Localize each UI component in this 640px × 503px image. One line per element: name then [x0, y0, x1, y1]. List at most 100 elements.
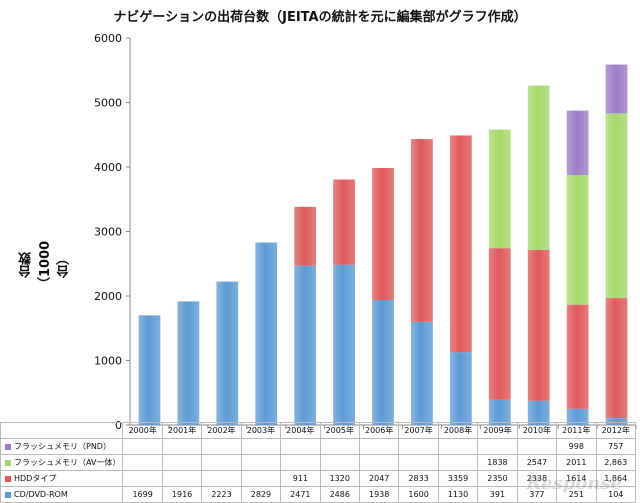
- data-label: [161, 454, 203, 471]
- y-tick-label: 3000: [94, 226, 122, 239]
- bar-HDDタイプ-2007年: [411, 139, 433, 322]
- data-label: [477, 438, 518, 455]
- x-tick-label: 2001年: [161, 422, 203, 439]
- data-label: [201, 454, 242, 471]
- data-label: 998: [556, 438, 597, 455]
- bar-フラッシュメモリ（AV一体）-2011年: [566, 174, 589, 305]
- data-label: [358, 438, 400, 455]
- bar-HDDタイプ-2012年: [605, 298, 628, 419]
- bar-CD/DVD-ROM-2010年: [527, 400, 550, 425]
- bar-フラッシュメモリ（AV一体）-2009年: [488, 129, 511, 249]
- data-label: 2486: [319, 486, 360, 503]
- data-label: [201, 438, 242, 455]
- data-label: 2,863: [595, 454, 636, 471]
- bar-HDDタイプ-2004年: [294, 206, 317, 266]
- legend-label: フラッシュメモリ（PND）: [14, 442, 111, 451]
- data-label: [201, 470, 242, 487]
- bar-CD/DVD-ROM-2011年: [566, 408, 589, 425]
- legend-entry: HDDタイプ: [0, 470, 124, 487]
- data-label: [280, 454, 321, 471]
- bar-フラッシュメモリ（AV一体）-2010年: [527, 85, 550, 250]
- legend-label: CD/DVD-ROM: [14, 490, 68, 499]
- y-tick-label: 2000: [94, 290, 122, 303]
- x-tick-label: 2000年: [122, 422, 163, 439]
- data-label: [240, 438, 282, 455]
- table-header-row: 2000年 2001年 2002年 2003年 2004年 2005年 2006年 2007年…: [0, 422, 636, 439]
- bar-CD/DVD-ROM-2004年: [294, 265, 317, 425]
- data-label: [122, 470, 163, 487]
- legend-swatch: [5, 459, 11, 466]
- chart-title: ナビゲーションの出荷台数（JEITAの統計を元に編集部がグラフ作成）: [113, 10, 527, 25]
- data-label: 2471: [280, 486, 321, 503]
- bar-CD/DVD-ROM-2000年: [138, 315, 161, 425]
- data-label: [398, 438, 439, 455]
- table-row: フラッシュメモリ（PND） 998 757: [0, 438, 636, 455]
- table-corner: [0, 422, 124, 439]
- legend-entry: フラッシュメモリ（PND）: [0, 438, 124, 455]
- data-label: 2833: [398, 470, 439, 487]
- data-label: [161, 470, 203, 487]
- legend-swatch: [5, 475, 11, 482]
- data-label: [240, 470, 282, 487]
- data-label: 1699: [122, 486, 163, 503]
- bar-CD/DVD-ROM-2002年: [216, 281, 239, 425]
- data-label: 2223: [201, 486, 242, 503]
- data-label: 1938: [358, 486, 400, 503]
- data-label: 2829: [240, 486, 282, 503]
- bar-CD/DVD-ROM-2009年: [488, 399, 511, 425]
- x-tick-label: 2011年: [556, 422, 597, 439]
- data-label: 2047: [358, 470, 400, 487]
- x-tick-label: 2003年: [240, 422, 282, 439]
- data-label: [161, 438, 203, 455]
- bar-HDDタイプ-2010年: [527, 249, 550, 401]
- watermark: Response: [526, 473, 622, 494]
- data-label: [319, 454, 360, 471]
- y-tick-label: 4000: [94, 161, 122, 174]
- bar-CD/DVD-ROM-2003年: [255, 242, 278, 425]
- data-label: [437, 438, 479, 455]
- data-label: 1320: [319, 470, 360, 487]
- data-label: 1130: [437, 486, 479, 503]
- bar-フラッシュメモリ（PND）-2012年: [605, 64, 628, 114]
- x-tick-label: 2004年: [280, 422, 321, 439]
- data-label: [122, 454, 163, 471]
- bar-フラッシュメモリ（PND）-2011年: [566, 110, 589, 175]
- data-label: 2547: [516, 454, 558, 471]
- data-label: [240, 454, 282, 471]
- legend-swatch: [5, 443, 11, 450]
- data-label: 1916: [161, 486, 203, 503]
- y-tick-label: 1000: [94, 355, 122, 368]
- x-tick-label: 2010年: [516, 422, 558, 439]
- x-tick-label: 2009年: [477, 422, 518, 439]
- bar-フラッシュメモリ（AV一体）-2012年: [605, 113, 628, 299]
- bar-CD/DVD-ROM-2001年: [177, 301, 200, 425]
- x-tick-label: 2012年: [595, 422, 636, 439]
- bar-CD/DVD-ROM-2005年: [333, 264, 355, 425]
- bar-CD/DVD-ROM-2008年: [449, 352, 472, 425]
- data-label: 391: [477, 486, 518, 503]
- x-tick-label: 2002年: [201, 422, 242, 439]
- data-label: 2350: [477, 470, 518, 487]
- bar-HDDタイプ-2006年: [372, 167, 394, 300]
- x-tick-label: 2007年: [398, 422, 439, 439]
- data-label: 757: [595, 438, 636, 455]
- y-tick-label: 6000: [94, 32, 122, 45]
- legend-entry: フラッシュメモリ（AV一体）: [0, 454, 124, 471]
- bar-HDDタイプ-2008年: [449, 135, 472, 353]
- data-label: 1838: [477, 454, 518, 471]
- data-label: [280, 438, 321, 455]
- bar-CD/DVD-ROM-2006年: [372, 299, 394, 425]
- table-row: フラッシュメモリ（AV一体） 1838 2547 2011 2,863: [0, 454, 636, 471]
- bar-HDDタイプ-2009年: [488, 248, 511, 400]
- data-label: [358, 454, 400, 471]
- data-label: [437, 454, 479, 471]
- x-tick-label: 2008年: [437, 422, 479, 439]
- data-label: [398, 454, 439, 471]
- data-label: [516, 438, 558, 455]
- data-label: [122, 438, 163, 455]
- bar-CD/DVD-ROM-2007年: [411, 321, 433, 425]
- data-label: 911: [280, 470, 321, 487]
- data-label: [319, 438, 360, 455]
- data-label: 2011: [556, 454, 597, 471]
